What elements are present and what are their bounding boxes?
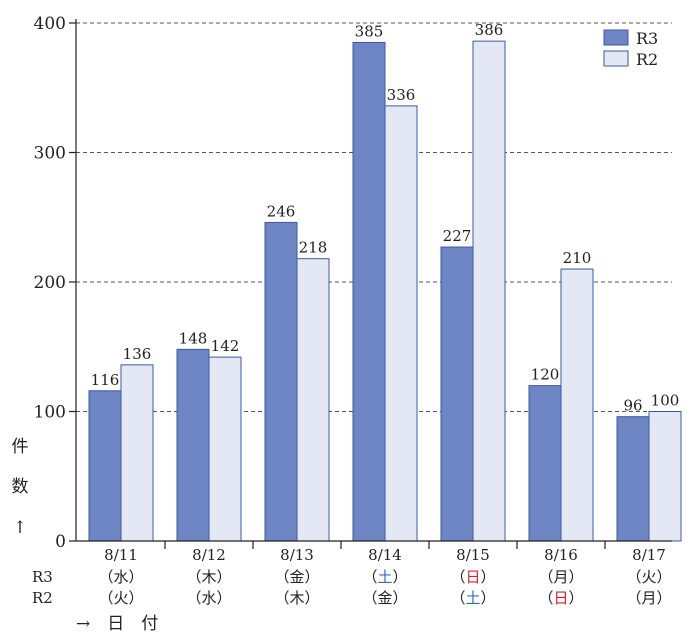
day-label: （水） [186, 589, 231, 607]
day-row-label: R3 [32, 568, 53, 586]
bars [88, 40, 682, 542]
x-tick-label: 8/16 [544, 546, 578, 564]
bar-r3-5 [528, 385, 562, 542]
y-tick-label: 200 [34, 273, 66, 293]
x-tick-label: 8/17 [632, 546, 666, 564]
value-label: 385 [355, 22, 384, 40]
bar-r2-5 [560, 268, 594, 542]
day-label: （日） [450, 568, 495, 586]
legend-swatch [603, 29, 629, 46]
day-label: （火） [98, 589, 143, 607]
axes: 0 100 200 300 400 [34, 14, 672, 552]
legend-swatch [603, 50, 629, 67]
bar-r2-2 [296, 258, 330, 542]
bar-r2-4 [472, 40, 506, 542]
value-label: 148 [179, 329, 208, 347]
x-tick-label: 8/15 [456, 546, 490, 564]
value-label: 227 [443, 227, 472, 245]
bar-r3-6 [616, 416, 650, 542]
y-tick-label: 100 [34, 403, 66, 423]
day-label: （月） [538, 568, 583, 586]
day-label: （火） [626, 568, 671, 586]
legend-label: R3 [636, 29, 658, 48]
bar-r3-4 [440, 246, 474, 542]
bar-r2-6 [648, 411, 682, 542]
day-label: （木） [186, 568, 231, 586]
x-tick-label: 8/11 [104, 546, 138, 564]
x-tick-label: 8/12 [192, 546, 226, 564]
bar-r2-1 [208, 356, 242, 542]
y-tick-label: 0 [55, 532, 66, 552]
day-row-label: R2 [32, 589, 53, 607]
bar-r3-0 [88, 390, 122, 542]
day-label: （木） [274, 589, 319, 607]
value-label: 100 [651, 392, 680, 410]
day-label: （月） [626, 589, 671, 607]
y-axis-label: 件数↑ [12, 437, 29, 538]
y-tick-label: 300 [34, 144, 66, 164]
day-label: （土） [450, 589, 495, 607]
bar-r3-3 [352, 41, 386, 542]
day-label: （金） [362, 589, 407, 607]
value-labels: 116 148 246 385 227 120 96 136 142 218 336 386 210 10… [91, 21, 680, 415]
value-label: 136 [123, 345, 152, 363]
axis-titles: 件数↑ → 日 付 [12, 437, 159, 634]
y-tick-label: 400 [34, 14, 66, 34]
day-label: （水） [98, 568, 143, 586]
bar-r2-0 [120, 364, 154, 542]
day-label: （日） [538, 589, 583, 607]
x-tick-label: 8/13 [280, 546, 314, 564]
value-label: 246 [267, 202, 296, 220]
day-label: （土） [362, 568, 407, 586]
bar-r3-1 [176, 348, 210, 542]
bar-r3-2 [264, 221, 298, 542]
value-label: 336 [387, 86, 416, 104]
value-label: 116 [91, 371, 120, 389]
value-label: 218 [299, 239, 328, 257]
value-label: 142 [211, 337, 240, 355]
x-axis-label: → 日 付 [76, 614, 158, 634]
value-label: 96 [623, 397, 642, 415]
legend-label: R2 [636, 50, 658, 69]
value-label: 120 [531, 366, 560, 384]
value-label: 210 [563, 249, 592, 267]
bar-r2-3 [384, 105, 418, 542]
x-tick-label: 8/14 [368, 546, 402, 564]
category-labels: 8/11 8/12 8/13 8/14 8/15 8/16 8/17 R3 （水） （木） （金） （… [32, 546, 672, 607]
value-label: 386 [475, 21, 504, 39]
day-label: （金） [274, 568, 319, 586]
